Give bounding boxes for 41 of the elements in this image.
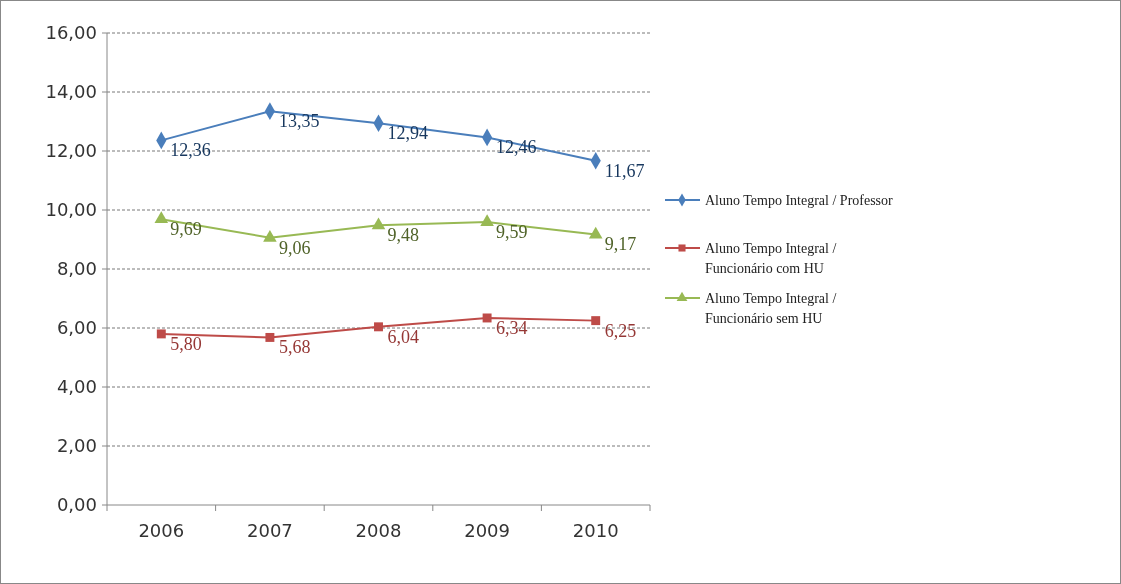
y-tick-label: 16,00 [45,22,97,44]
data-label: 12,36 [170,140,211,161]
y-tick-label: 10,00 [45,199,97,221]
data-label: 9,69 [170,219,202,240]
data-label: 5,68 [278,337,311,358]
y-tick-label: 0,00 [56,494,97,516]
point [154,211,169,224]
legend-label: Aluno Tempo Integral / Funcionário sem HU [705,290,837,326]
data-label: 5,80 [170,333,202,354]
point [591,316,601,326]
data-label: 9,06 [278,237,311,258]
point [265,332,275,342]
data-label: 11,67 [604,160,645,181]
x-tick-label: 2006 [138,520,185,541]
y-tick-label: 12,00 [45,140,97,162]
x-tick-label: 2010 [572,520,619,541]
data-label: 6,34 [496,317,528,338]
y-tick-label: 4,00 [56,376,97,398]
data-label: 6,25 [604,320,637,341]
data-label: 9,59 [496,222,528,243]
y-tick-label: 6,00 [56,317,97,339]
legend-label: Aluno Tempo Integral / Professor [705,192,894,208]
data-label: 13,35 [278,111,320,132]
y-tick-label: 2,00 [56,435,97,457]
data-label: 9,17 [604,234,637,255]
x-tick-label: 2009 [464,520,511,541]
x-tick-label: 2007 [246,520,293,541]
point [371,217,386,230]
point [480,214,494,227]
data-label: 6,04 [387,326,419,347]
y-tick-label: 8,00 [56,258,97,280]
x-tick-label: 2008 [355,520,402,541]
point [482,313,492,323]
point [588,226,603,239]
point [263,229,277,242]
point [156,329,166,339]
legend-label: Aluno Tempo Integral / Funcionário com HU [705,240,837,276]
point [374,322,383,332]
y-tick-label: 14,00 [45,81,97,103]
data-label: 12,94 [387,123,428,144]
data-label: 9,48 [387,225,419,246]
